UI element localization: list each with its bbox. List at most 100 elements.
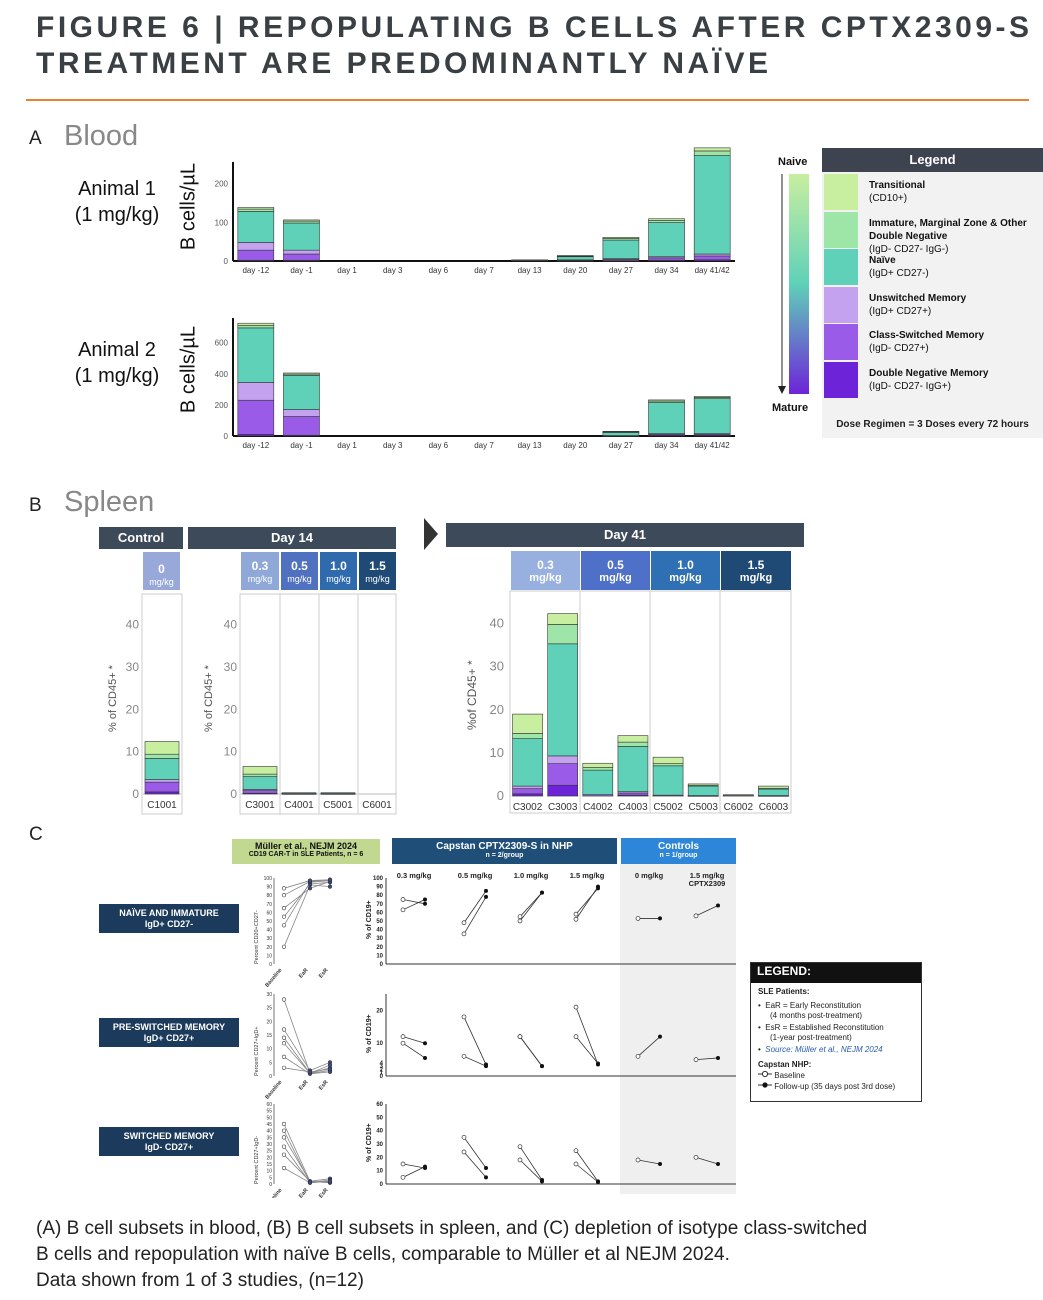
bar-segment — [512, 793, 543, 797]
nhp-y-tick: 60 — [376, 910, 383, 916]
legend-item-name: Transitional — [869, 180, 926, 191]
nhp-followup-point — [716, 1055, 720, 1060]
nhp-pair-line — [519, 892, 543, 917]
nhp-followup-point — [484, 894, 488, 899]
panel-c-legend: LEGEND: SLE Patients: • EaR = Early Reco… — [750, 962, 922, 1102]
muller-y-label: Percent CD27+IgD- — [254, 1136, 260, 1184]
filled-circle-marker-icon — [758, 1082, 772, 1088]
dose-value: 1.0 — [677, 558, 694, 572]
bar-segment — [648, 399, 685, 402]
nhp-y-tick: 90 — [376, 885, 383, 891]
nhp-y-tick: 0 — [380, 962, 384, 968]
muller-x-label: Baseline — [264, 967, 283, 988]
legend-item: Class-Switched Memory (IgD- CD27+) — [822, 324, 1043, 361]
nhp-baseline-point — [461, 1053, 467, 1059]
nhp-followup-point — [596, 1061, 600, 1066]
x-tick-label: day 13 — [518, 441, 543, 450]
nhp-y-tick: 10 — [376, 953, 383, 959]
nhp-followup-point — [423, 1055, 427, 1060]
muller-point — [327, 1062, 333, 1068]
x-tick-label: C6003 — [759, 802, 789, 813]
bar-segment — [547, 784, 578, 797]
muller-y-tick: 5 — [269, 1175, 272, 1181]
x-tick-label: C1001 — [147, 800, 177, 811]
nhp-baseline-point — [400, 907, 406, 913]
bar-segment — [602, 431, 640, 433]
panel-b-title: Spleen — [64, 486, 155, 518]
legend-item-name: Naïve — [869, 255, 896, 266]
y-tick-label: 40 — [224, 618, 238, 632]
muller-y-tick: 30 — [266, 936, 272, 942]
nhp-baseline-point — [400, 1034, 406, 1039]
spleen-chart-day14: 0 10 20 30 40 0 10 20 30 40 % of CD45+ * % of CD45+… — [107, 593, 397, 815]
muller-point — [327, 877, 333, 882]
nhp-followup-point — [716, 903, 720, 908]
nhp-followup-point — [484, 888, 488, 893]
muller-point — [281, 1128, 287, 1133]
figure-title: FIGURE 6 | REPOPULATING B CELLS AFTER CP… — [36, 10, 1036, 82]
muller-patient-line — [283, 881, 331, 917]
dose-box-d41-15: 1.5 mg/kg — [721, 551, 791, 590]
muller-patient-line — [283, 1123, 331, 1182]
dose-unit: mg/kg — [149, 577, 174, 587]
bar-segment — [648, 402, 685, 434]
nhp-followup-point — [540, 890, 544, 895]
muller-point — [281, 944, 287, 949]
nhp-pair-line — [519, 1036, 543, 1067]
nhp-baseline-point — [400, 1161, 406, 1167]
x-tick-label: day 27 — [609, 441, 634, 450]
nhp-followup-point — [658, 916, 662, 921]
muller-y-tick: 25 — [266, 1149, 272, 1155]
muller-x-label: EaR — [298, 1079, 309, 1091]
nhp-followup-point — [484, 1175, 488, 1180]
bar-segment — [556, 255, 594, 257]
nhp-y-label: % of CD19+ — [366, 1123, 373, 1162]
nhp-y-tick: 40 — [376, 928, 383, 934]
x-tick-label: day 6 — [429, 441, 449, 450]
nhp-y-tick: 50 — [376, 1115, 383, 1121]
panel-a-letter: A — [29, 128, 42, 149]
muller-point — [307, 1069, 313, 1074]
bar-segment — [281, 792, 317, 794]
animal2-name: Animal 2 — [78, 339, 156, 361]
muller-y-tick: 0 — [269, 1074, 272, 1080]
maturity-scale — [778, 174, 809, 394]
x-tick-label: day 7 — [474, 266, 494, 275]
y-tick-label: 40 — [490, 616, 504, 631]
dose-unit: mg/kg — [669, 572, 702, 584]
row-label-preswitched: PRE-SWITCHED MEMORY IgD+ CD27+ — [99, 1018, 239, 1047]
animal1-label: Animal 1 (1 mg/kg) — [62, 176, 172, 228]
legend-source-link[interactable]: Source: Müller et al., NEJM 2024 — [765, 1045, 883, 1054]
bar-segment — [283, 372, 320, 375]
legend-item-text: Unswitched Memory (IgD+ CD27+) — [869, 292, 1043, 318]
dose-unit: mg/kg — [365, 574, 390, 584]
nhp-y-tick: 3 — [380, 1064, 384, 1070]
bar-segment — [283, 416, 320, 436]
nhp-y-tick: 20 — [376, 945, 383, 951]
dose-box-control: 0 mg/kg — [143, 552, 180, 590]
y-axis-label: % of CD45+ * — [107, 664, 119, 732]
muller-x-label: EsR — [318, 1079, 329, 1091]
nhp-pair-line — [519, 1159, 543, 1182]
dose-unit: mg/kg — [599, 572, 632, 584]
muller-y-tick: 30 — [266, 992, 272, 998]
legend-capstan: Capstan NHP: — [758, 1060, 812, 1069]
y-tick-label: 30 — [224, 660, 238, 674]
muller-point — [281, 1121, 287, 1127]
muller-title: Müller et al., NEJM 2024 — [254, 841, 358, 851]
muller-x-label: Baseline — [264, 1079, 283, 1100]
muller-point — [281, 886, 287, 891]
nhp-pair-line — [463, 890, 487, 923]
muller-patient-line — [283, 999, 331, 1074]
legend-item-name: Class-Switched Memory — [869, 330, 985, 341]
row-label-line1: NAÏVE AND IMMATURE — [119, 908, 219, 918]
x-tick-label: C3002 — [513, 802, 543, 813]
nhp-pair-line — [402, 1163, 426, 1169]
nhp-pair-line — [463, 1016, 487, 1065]
nhp-pair-line — [402, 899, 426, 911]
bar-segment — [144, 791, 180, 795]
nhp-baseline-point — [461, 1014, 467, 1020]
nhp-y-tick: 10 — [376, 1041, 383, 1047]
muller-point — [307, 878, 313, 883]
legend-swatch — [824, 286, 858, 323]
